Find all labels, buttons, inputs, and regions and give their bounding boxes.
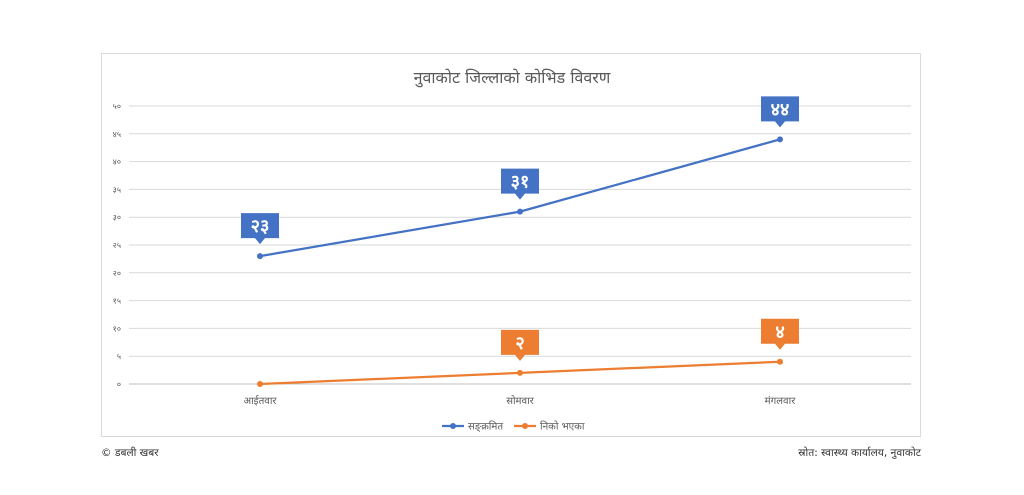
legend-label: निको भएका <box>540 421 585 433</box>
data-label-callout <box>501 168 539 200</box>
x-tick-label: आईतवार <box>243 395 277 407</box>
data-labels: २३ ३१ ४४ २ ४ <box>241 96 799 361</box>
y-tick-label: ० <box>117 380 121 389</box>
y-tick-label: १५ <box>113 297 121 306</box>
data-label: २३ <box>251 216 270 237</box>
source-text: स्रोत: स्वास्थ्य कार्यालय, नुवाकोट <box>798 447 921 459</box>
data-point <box>777 358 783 365</box>
y-tick-label: २५ <box>113 241 121 250</box>
data-point <box>257 381 263 387</box>
x-axis-ticks: आईतवार सोमवार मंगलवार <box>243 395 796 407</box>
data-label: ४४ <box>771 99 790 120</box>
chart-title: नुवाकोट जिल्लाको कोभिड विवरण <box>414 68 611 88</box>
legend-label: सङ्क्रमित <box>468 421 503 433</box>
line-chart: नुवाकोट जिल्लाको कोभिड विवरण ० ५ १० १५ २० २५ ३… <box>113 68 911 433</box>
legend: सङ्क्रमित निको भएका <box>442 421 585 433</box>
data-point <box>777 136 783 143</box>
y-tick-label: ५० <box>113 102 121 111</box>
data-label: २ <box>515 333 524 354</box>
y-tick-label: १० <box>113 324 121 333</box>
data-point <box>257 253 263 260</box>
data-label-callout <box>761 318 799 350</box>
data-label-callout <box>501 329 539 361</box>
y-tick-label: ५ <box>117 352 121 361</box>
y-tick-label: ३० <box>113 213 121 222</box>
y-tick-label: ३५ <box>113 185 121 194</box>
x-tick-label: मंगलवार <box>765 395 797 407</box>
y-tick-label: २० <box>113 269 121 278</box>
data-label-callout <box>241 213 279 245</box>
y-tick-label: ४० <box>113 158 121 167</box>
y-tick-label: ४५ <box>113 130 121 139</box>
y-axis-ticks: ० ५ १० १५ २० २५ ३० ३५ ४० ४५ ५० <box>113 102 121 389</box>
data-point <box>517 369 523 376</box>
x-tick-label: सोमवार <box>506 395 534 407</box>
legend-marker <box>450 423 456 429</box>
data-label: ३१ <box>511 172 530 193</box>
legend-marker <box>522 423 528 429</box>
credit-text: © डबली खबर <box>101 447 159 459</box>
data-point <box>517 208 523 215</box>
chart-frame: नुवाकोट जिल्लाको कोभिड विवरण ० ५ १० १५ २० २५ ३… <box>101 53 921 437</box>
series-lines <box>257 136 783 387</box>
data-label-callout <box>761 96 799 128</box>
data-label: ४ <box>775 322 784 343</box>
